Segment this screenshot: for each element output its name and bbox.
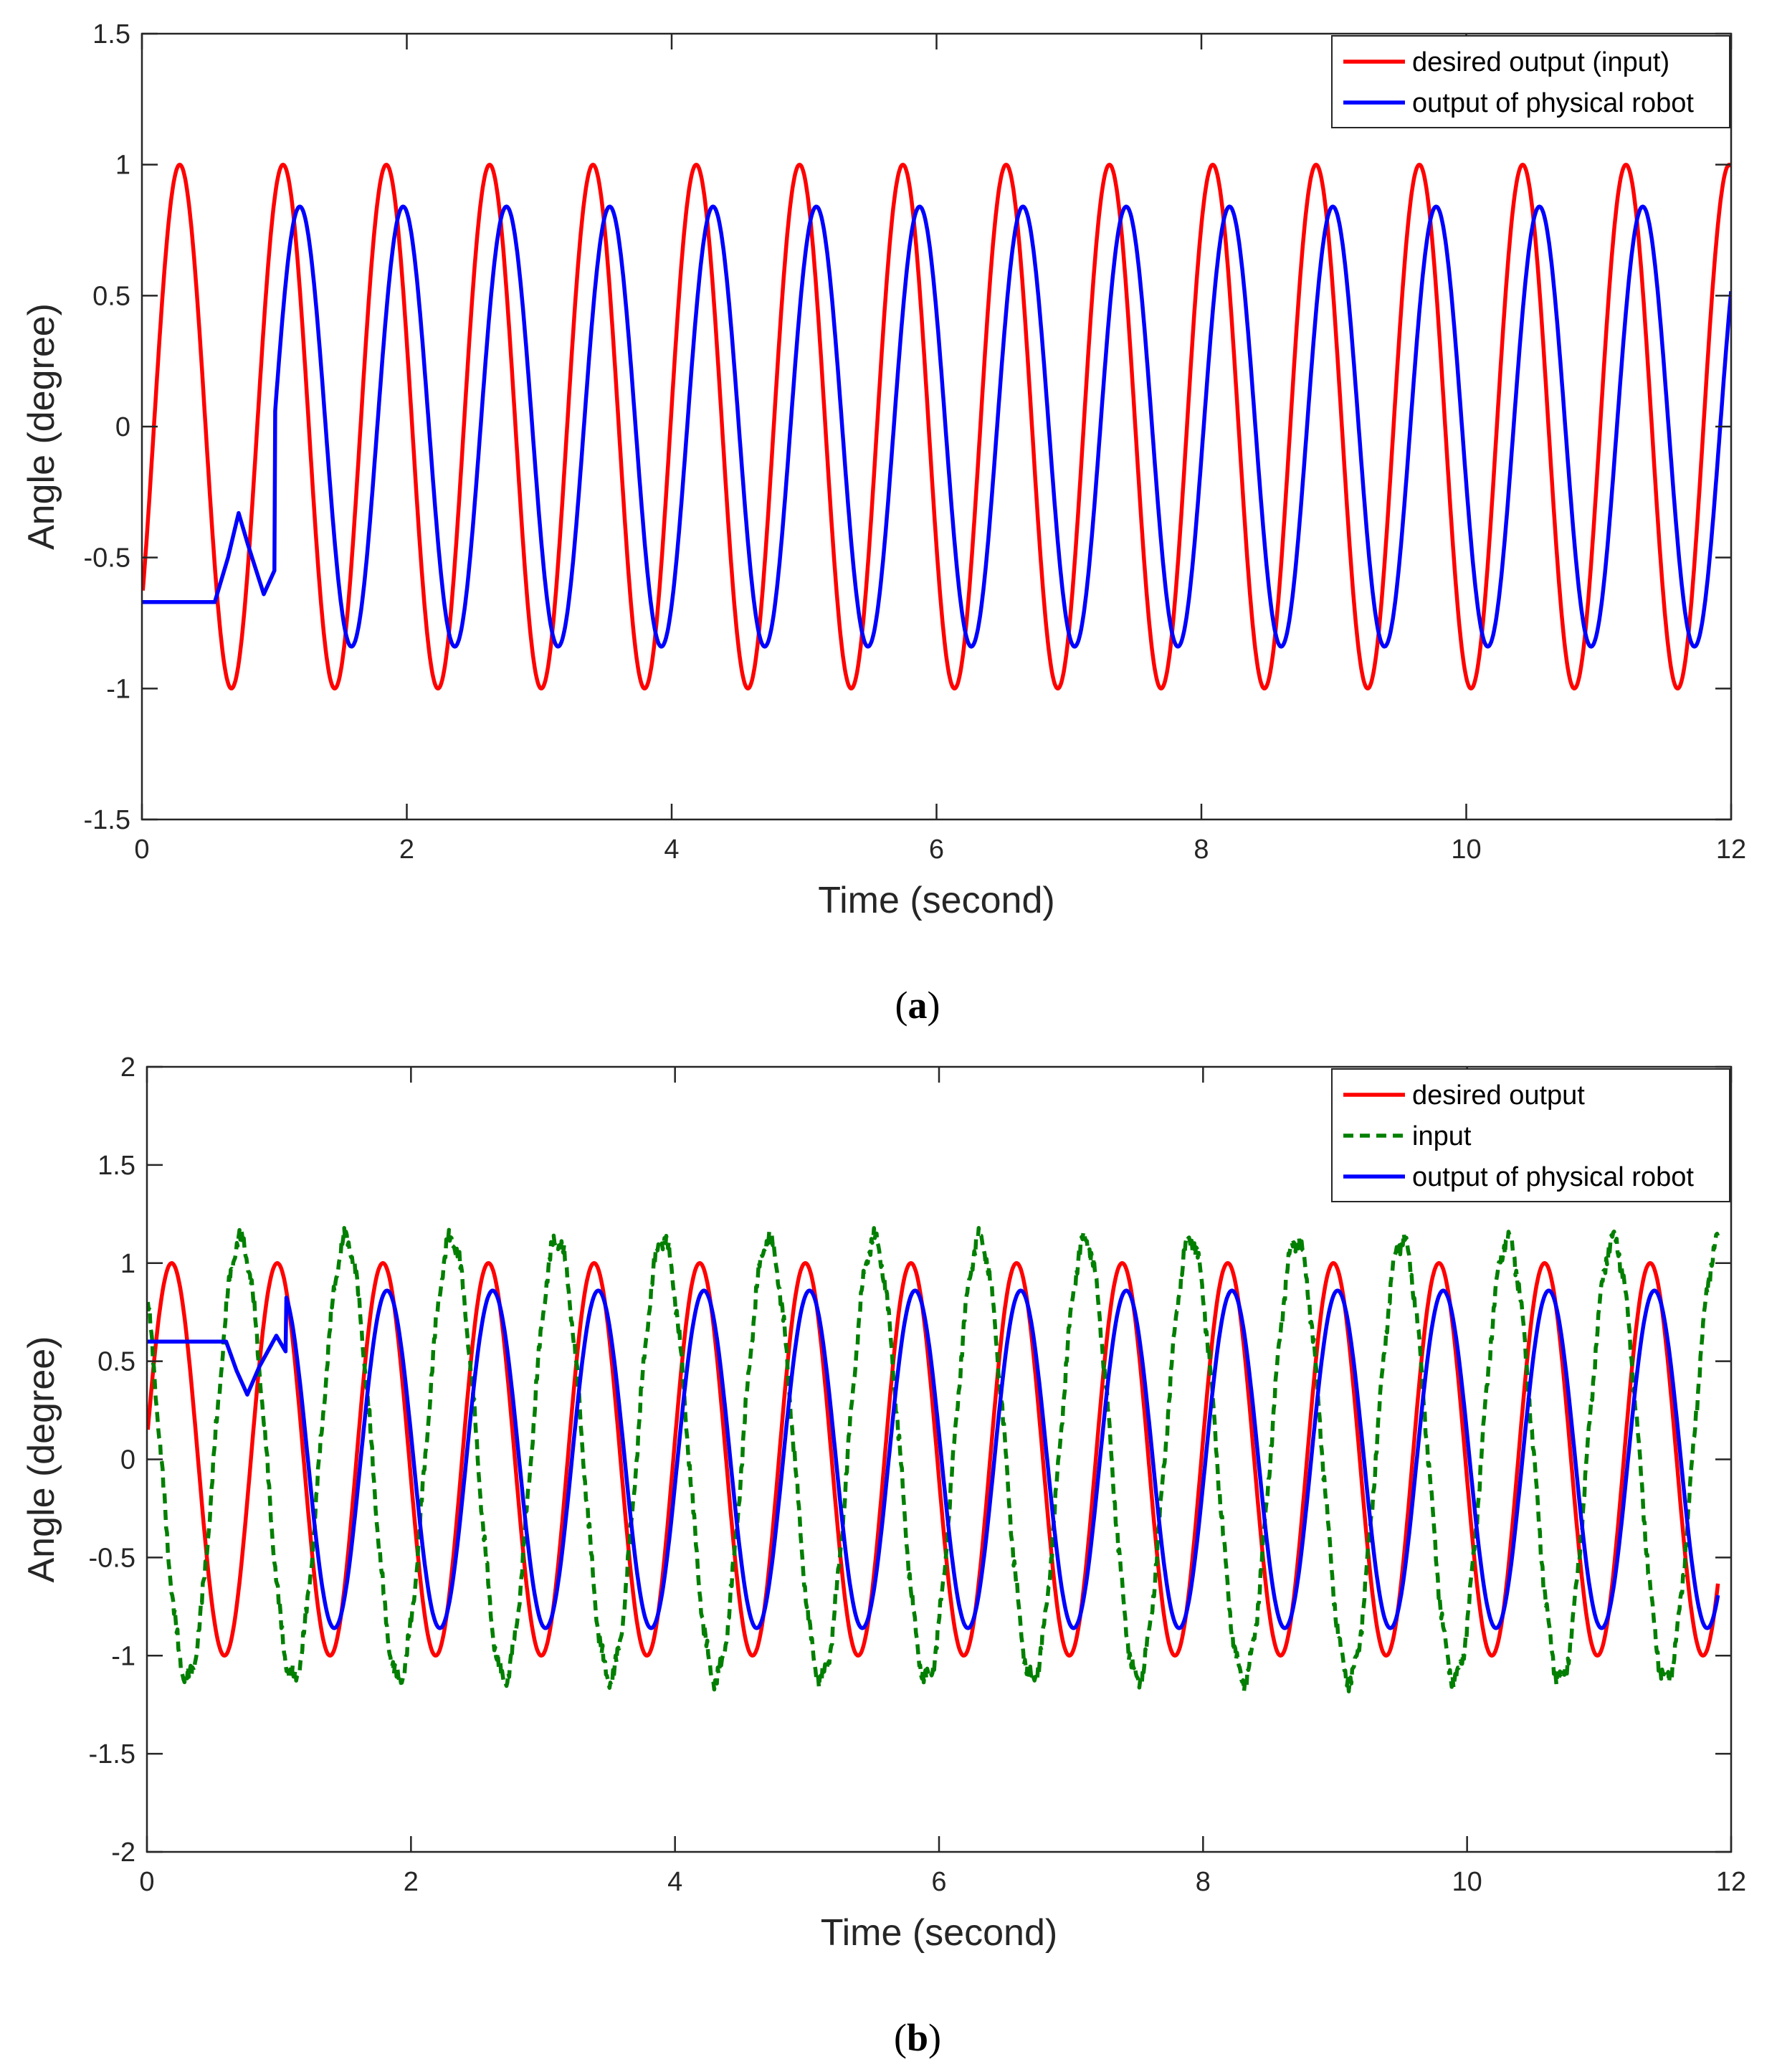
y-tick-label: -2	[111, 1838, 135, 1868]
y-tick-label: 1.5	[92, 19, 130, 49]
x-tick-label: 4	[667, 1867, 682, 1897]
series-line-output-of-physical-robot	[147, 1288, 1720, 1630]
y-tick-label: 2	[120, 1052, 135, 1083]
y-axis-label: Angle (degree)	[21, 303, 62, 550]
legend-box	[1331, 35, 1730, 128]
x-tick-label: 6	[929, 835, 944, 865]
y-tick-label: -0.5	[89, 1543, 135, 1573]
caption-b: (b)	[894, 2016, 941, 2059]
x-axis-label: Time (second)	[821, 1912, 1057, 1954]
y-axis-label: Angle (degree)	[21, 1336, 62, 1583]
y-tick-label: 1.5	[97, 1151, 135, 1181]
series-line-desired-output-input-	[142, 162, 1731, 691]
legend: desired output (input) output of physical…	[1331, 35, 1730, 128]
y-tick-label: -1	[106, 674, 130, 704]
chart-panel-a: 0 2 4 6 8 10 12 1.5 1 0.5 0 -0.5 -1 -1.5 Time (second)…	[21, 19, 1746, 921]
x-tick-label: 6	[931, 1867, 946, 1897]
y-tick-label: -1.5	[89, 1739, 135, 1769]
legend-entry: input	[1412, 1121, 1472, 1151]
y-tick-label: 0.5	[92, 281, 130, 311]
y-tick-label: 0	[120, 1445, 135, 1475]
x-tick-label: 0	[134, 835, 149, 865]
x-tick-label: 10	[1452, 1867, 1482, 1897]
plot-frame	[140, 32, 1733, 821]
y-tick-label: -1	[111, 1641, 135, 1671]
legend-entry: output of physical robot	[1412, 1162, 1694, 1192]
plot-area	[142, 162, 1731, 691]
y-tick-label: 1	[115, 151, 130, 181]
legend: desired output input output of physical ro…	[1331, 1068, 1730, 1202]
series-line-input	[147, 1226, 1720, 1693]
x-tick-label: 8	[1194, 835, 1209, 865]
y-tick-label: -0.5	[84, 543, 130, 574]
x-tick-label: 12	[1716, 1867, 1746, 1897]
series-line-output-of-physical-robot	[142, 204, 1731, 649]
x-axis-label: Time (second)	[818, 880, 1054, 921]
y-tick-label: 1	[120, 1249, 135, 1279]
x-tick-label: 2	[404, 1867, 419, 1897]
plot-area	[147, 1226, 1720, 1693]
y-tick-label: -1.5	[84, 805, 130, 835]
legend-entry: output of physical robot	[1412, 88, 1694, 118]
x-tick-label: 2	[399, 835, 414, 865]
x-tick-label: 10	[1451, 835, 1481, 865]
x-tick-label: 12	[1716, 835, 1746, 865]
chart-panel-b: 0 2 4 6 8 10 12 2 1.5 1 0.5 0 -0.5 -1 -1.5 -2 Time (seco…	[21, 1052, 1746, 1954]
caption-a: (a)	[895, 984, 940, 1027]
y-tick-label: 0.5	[97, 1347, 135, 1377]
y-tick-label: 0	[115, 412, 130, 442]
legend-entry: desired output (input)	[1412, 47, 1669, 77]
x-tick-label: 4	[664, 835, 679, 865]
x-tick-label: 8	[1196, 1867, 1211, 1897]
series-line-desired-output	[147, 1261, 1720, 1658]
x-tick-label: 0	[139, 1867, 154, 1897]
legend-entry: desired output	[1412, 1080, 1585, 1111]
